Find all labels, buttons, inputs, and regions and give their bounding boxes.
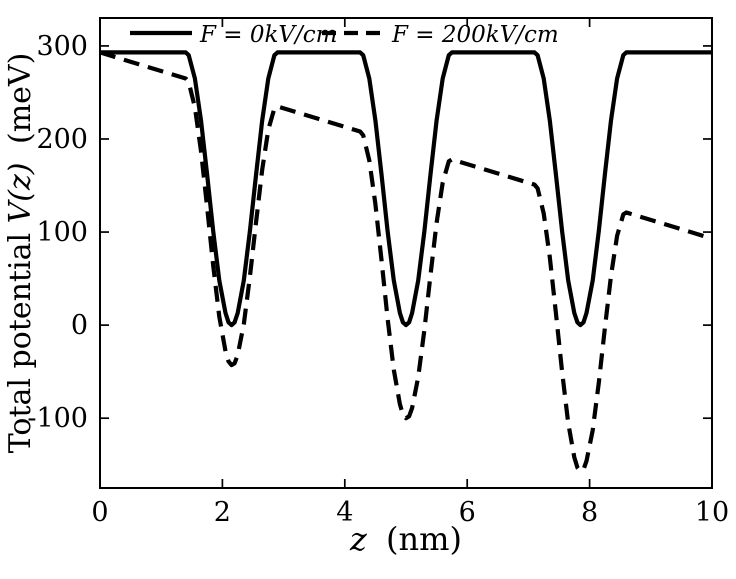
series-solid [100,50,712,328]
series-dashed [99,50,713,474]
y-tick-label: 0 [71,310,88,341]
x-tick-label: 4 [336,497,353,528]
y-tick-label: 200 [36,124,88,155]
y-axis-label: Total potential V(z) (meV) [3,53,38,454]
plot-box [99,17,713,489]
legend: F = 0kV/cm F = 200kV/cm [130,22,559,48]
y-tick-label: 300 [36,31,88,62]
legend-label-dashed: F = 200kV/cm [391,22,559,48]
x-tick-label: 8 [581,497,598,528]
x-tick-label: 6 [459,497,476,528]
y-tick-label: 100 [36,217,88,248]
x-tick-label: 10 [695,497,729,528]
x-tick-label: 0 [91,497,108,528]
x-axis-label: z (nm) [349,520,462,558]
legend-label-solid: F = 0kV/cm [199,22,337,48]
y-tick-label: -100 [27,403,88,434]
x-tick-label: 2 [214,497,231,528]
plot-area: 0 2 4 6 8 10 -100 0 100 200 300 [27,17,729,528]
